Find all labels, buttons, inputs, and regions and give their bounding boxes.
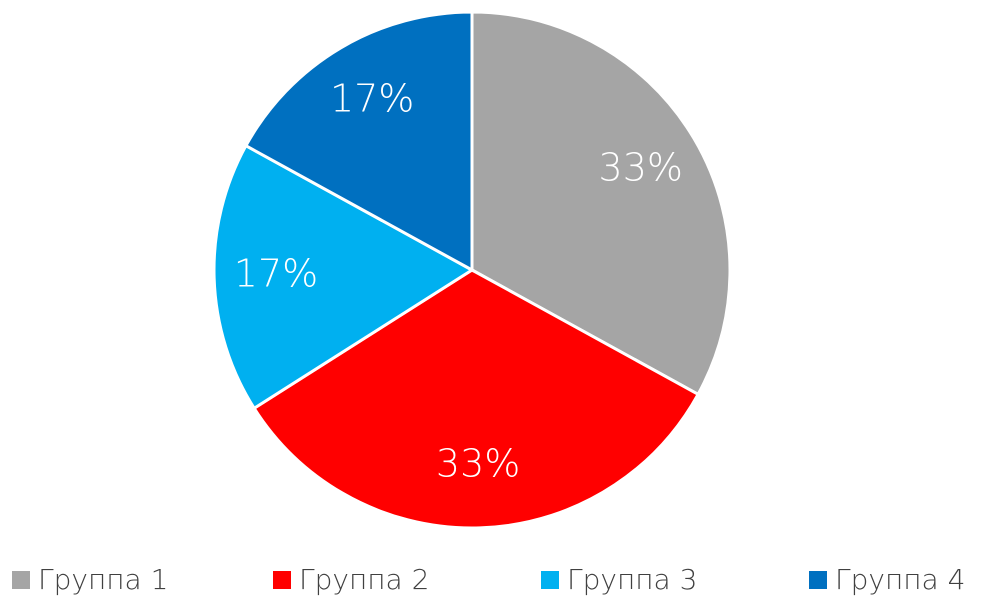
legend-swatch [541, 571, 559, 589]
data-label: 17% [330, 77, 414, 121]
data-label: 33% [436, 441, 520, 485]
data-label: 17% [234, 252, 318, 296]
legend-label: Группа 1 [38, 563, 168, 596]
pie-slice [470, 10, 732, 397]
legend-swatch [273, 571, 291, 589]
legend-label: Группа 2 [299, 563, 429, 596]
data-label: 33% [599, 146, 683, 190]
legend-swatch [809, 571, 827, 589]
legend-swatch [12, 571, 30, 589]
pie-slice [243, 10, 474, 273]
legend-label: Группа 4 [835, 563, 965, 596]
legend-label: Группа 3 [567, 563, 697, 596]
pie-slice [252, 268, 701, 530]
pie-slice [212, 143, 475, 411]
